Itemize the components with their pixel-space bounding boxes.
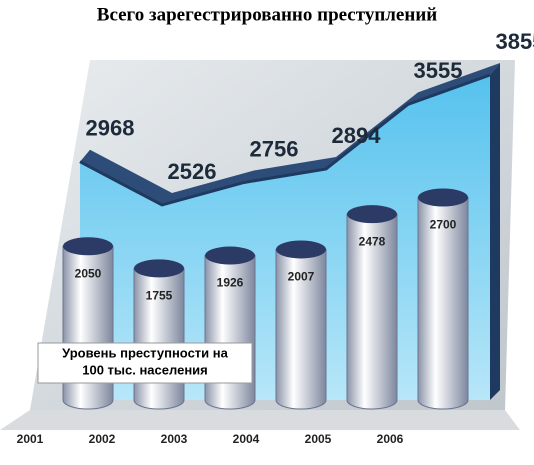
cylinder xyxy=(346,205,398,410)
value-label: 3855 xyxy=(496,29,534,54)
value-label: 2968 xyxy=(86,116,135,141)
value-label: 3555 xyxy=(414,58,463,83)
value-label: 2478 xyxy=(359,234,386,248)
cylinder-top xyxy=(276,240,326,259)
cylinder-top xyxy=(134,259,184,278)
value-label: 2700 xyxy=(430,218,457,232)
chart-title: Всего зарегестрированно преступлений xyxy=(97,4,437,25)
line xyxy=(79,73,491,207)
cylinder xyxy=(204,246,256,410)
x-tick-label: 2006 xyxy=(377,432,404,446)
cylinder-top xyxy=(347,205,397,224)
annotation-box xyxy=(37,342,253,384)
value-label: 2050 xyxy=(75,266,102,280)
x-tick-label: 2005 xyxy=(305,432,332,446)
value-label: 2007 xyxy=(288,270,315,284)
cylinder xyxy=(417,188,469,410)
value-label: 2756 xyxy=(250,136,299,161)
value-label: 2526 xyxy=(168,159,217,184)
annotation: Уровень преступности на xyxy=(62,345,229,360)
cylinder-body xyxy=(346,213,398,410)
ribbon-end xyxy=(490,62,500,401)
x-tick-label: 2004 xyxy=(233,432,260,446)
annotation: 100 тыс. населения xyxy=(82,362,208,377)
value-label: 1755 xyxy=(146,289,173,303)
x-tick-label: 2003 xyxy=(161,432,188,446)
cylinder-top xyxy=(63,237,113,256)
cylinder xyxy=(275,240,327,410)
cylinder-body xyxy=(417,197,469,410)
cylinder-top xyxy=(205,246,255,265)
value-label: 1926 xyxy=(217,276,244,290)
plot-area: 2968 2526 2756 2894 3555 3855 2050 1755 1926 2007… xyxy=(62,29,534,410)
x-tick-label: 2002 xyxy=(89,432,116,446)
value-label: 2894 xyxy=(332,123,382,148)
cylinder-body xyxy=(275,248,327,410)
cylinder-top xyxy=(418,188,468,207)
floor xyxy=(0,410,520,430)
x-tick-label: 2001 xyxy=(17,432,44,446)
cylinder xyxy=(133,259,185,410)
